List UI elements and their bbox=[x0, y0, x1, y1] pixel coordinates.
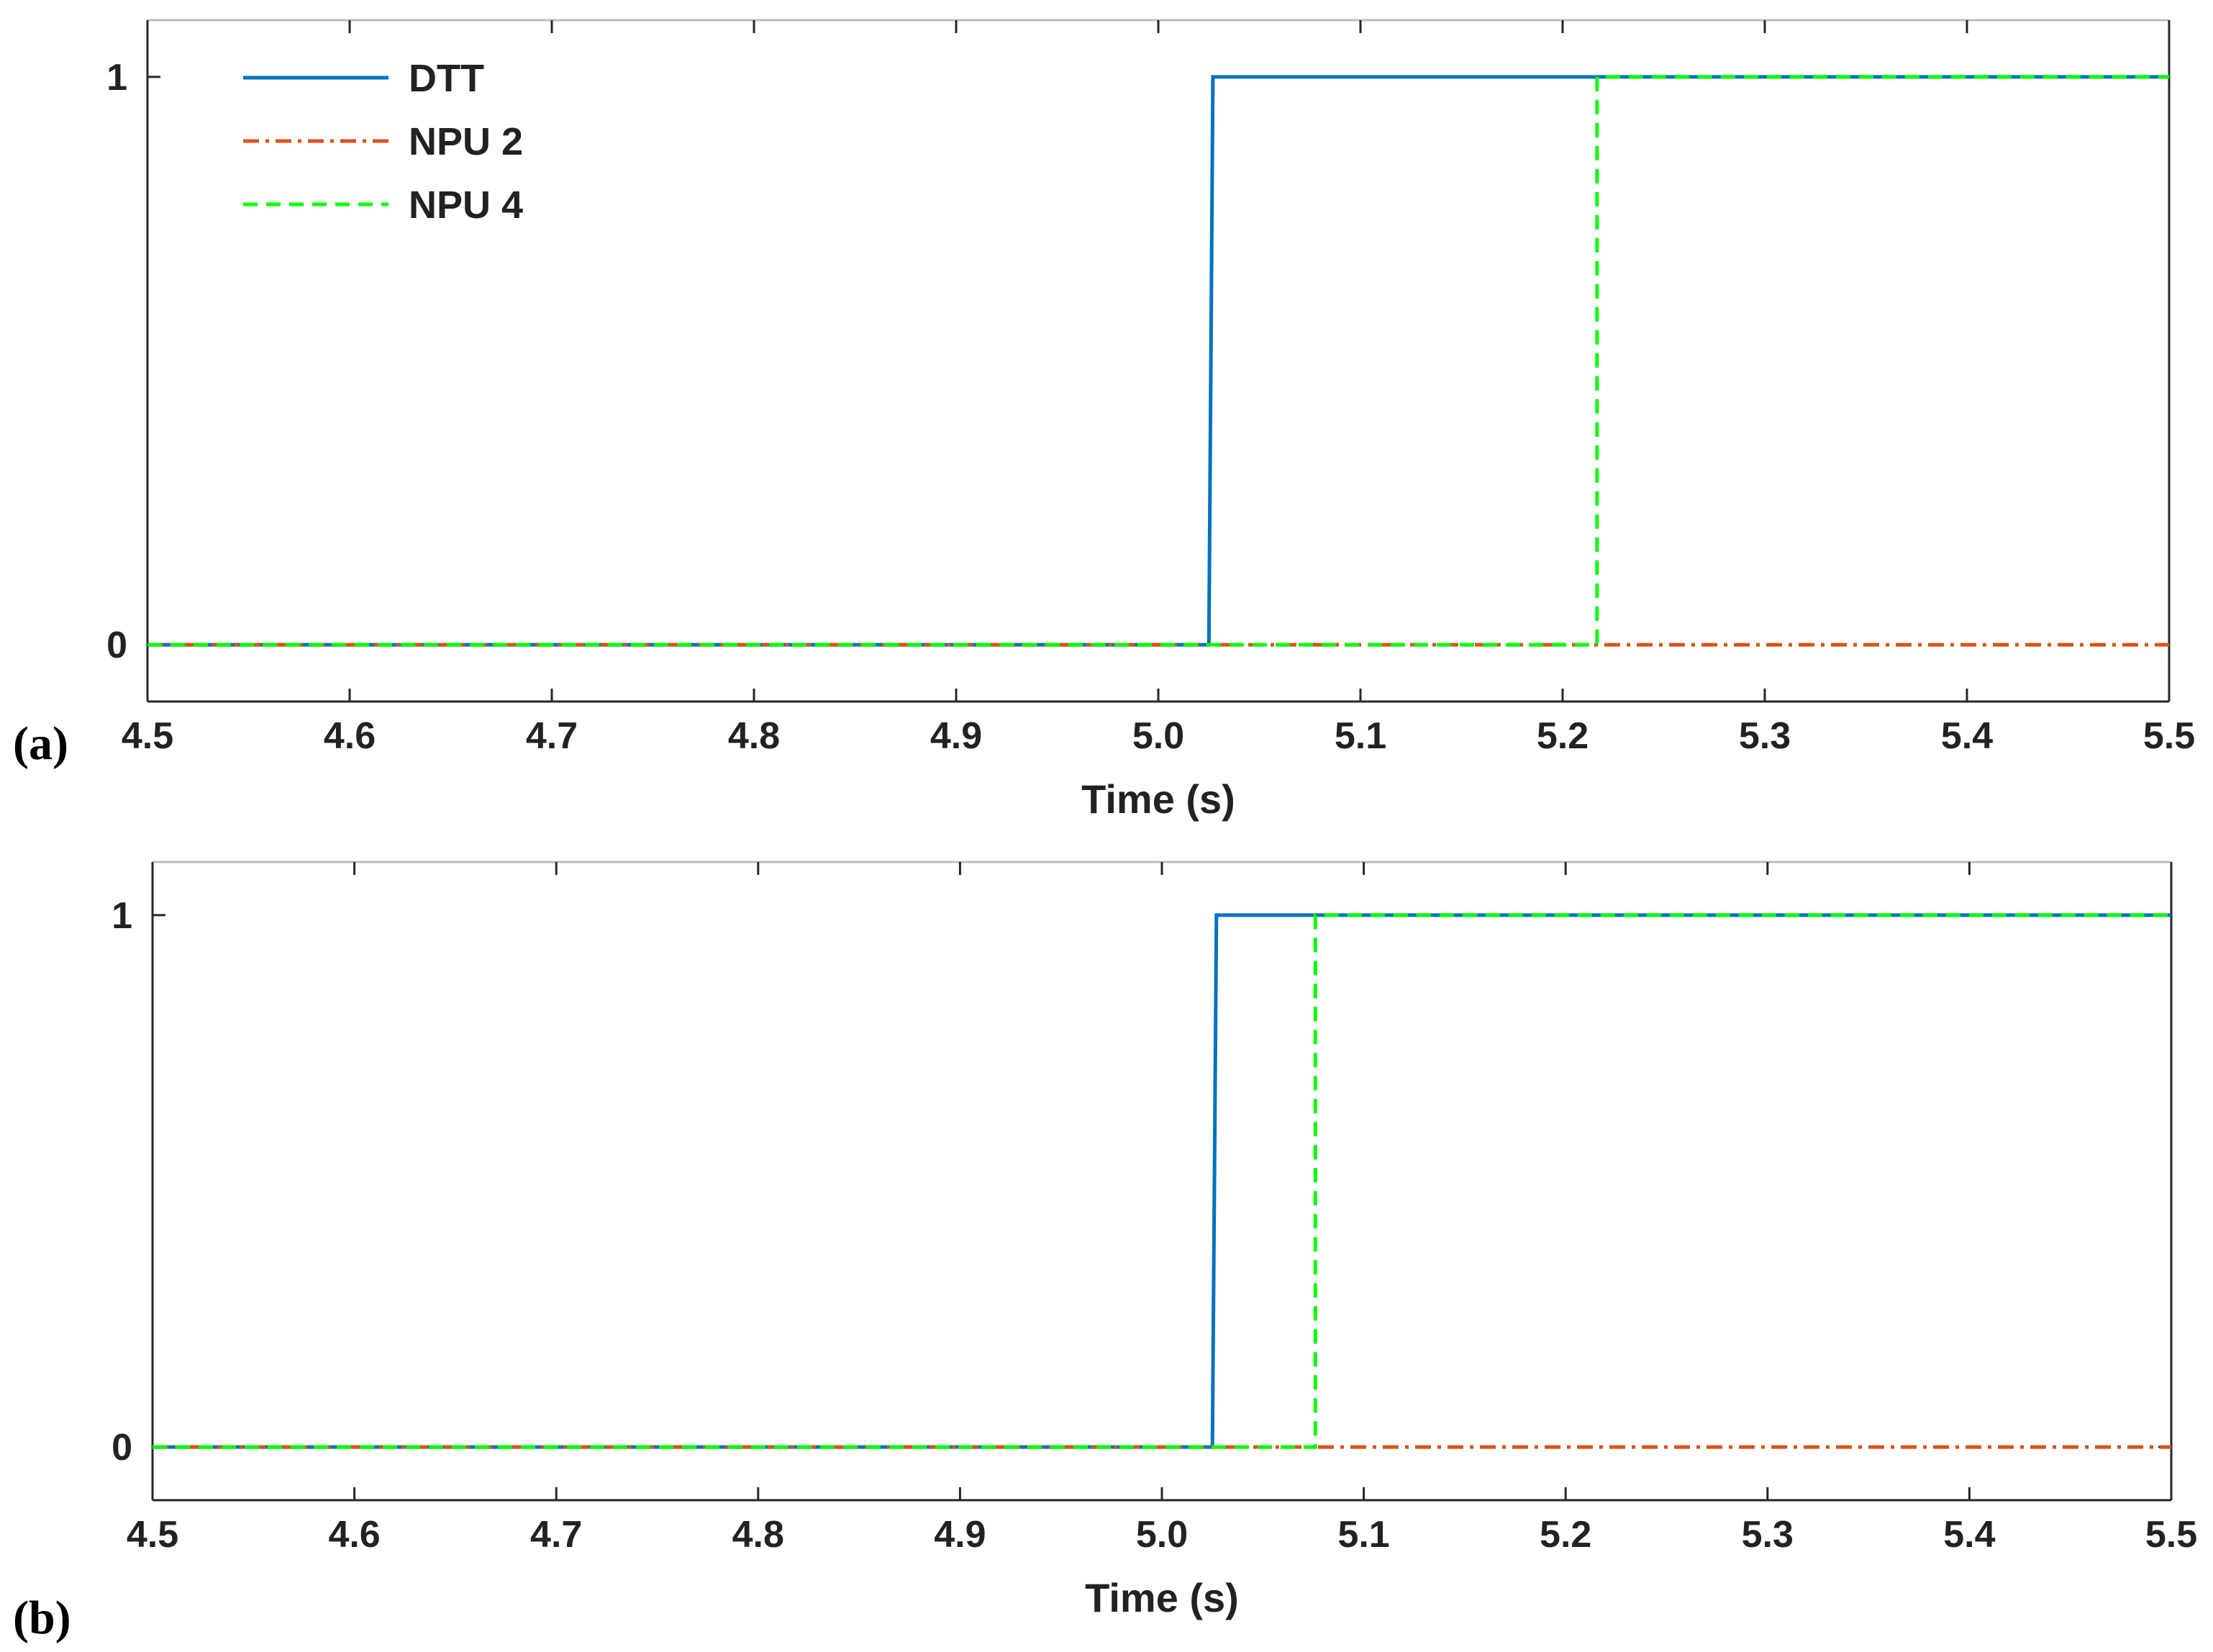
x-tick-label: 5.1 bbox=[1335, 715, 1386, 757]
x-axis-title: Time (s) bbox=[1081, 776, 1235, 822]
x-tick-label: 4.6 bbox=[324, 715, 376, 757]
x-tick-label: 5.5 bbox=[2143, 715, 2195, 757]
x-tick-label: 5.2 bbox=[1537, 715, 1589, 757]
legend-entry-label: DTT bbox=[409, 57, 484, 100]
x-tick-label: 5.4 bbox=[1943, 1514, 1995, 1556]
y-tick-label: 0 bbox=[106, 625, 127, 666]
panel-label: (b) bbox=[13, 1592, 71, 1644]
legend-entry-label: NPU 4 bbox=[409, 183, 523, 227]
x-tick-label: 4.7 bbox=[530, 1514, 582, 1556]
series-line-npu-4 bbox=[153, 913, 2171, 1449]
x-tick-label: 4.9 bbox=[934, 1514, 986, 1556]
x-tick-label: 4.6 bbox=[328, 1514, 380, 1556]
x-tick-label: 4.5 bbox=[127, 1514, 178, 1556]
y-tick-label: 1 bbox=[112, 895, 132, 937]
y-tick-label: 1 bbox=[106, 57, 127, 99]
x-tick-label: 5.3 bbox=[1742, 1514, 1794, 1556]
x-tick-label: 4.8 bbox=[728, 715, 780, 757]
x-tick-label: 4.8 bbox=[732, 1514, 784, 1556]
panel-a: 4.5 4.6 4.7 4.8 4.9 5.0 5.1 5.2 5.3 5.4 5.5 0 1 Time … bbox=[13, 19, 2195, 822]
legend: DTT NPU 2 NPU 4 bbox=[243, 57, 523, 227]
panel-label: (a) bbox=[13, 717, 68, 770]
x-tick-label: 5.5 bbox=[2145, 1514, 2197, 1556]
series-line-npu-4 bbox=[147, 75, 2169, 647]
legend-entry-label: NPU 2 bbox=[409, 120, 523, 163]
x-tick-label: 5.4 bbox=[1941, 715, 1993, 757]
plot-area bbox=[147, 20, 2169, 702]
x-tick-label: 5.1 bbox=[1337, 1514, 1389, 1556]
x-tick-label: 4.9 bbox=[930, 715, 982, 757]
x-tick-label: 5.0 bbox=[1136, 1514, 1188, 1556]
x-tick-label: 4.5 bbox=[122, 715, 173, 757]
x-axis-title: Time (s) bbox=[1085, 1575, 1239, 1620]
plot-area bbox=[153, 862, 2171, 1500]
panel-b: 4.5 4.6 4.7 4.8 4.9 5.0 5.1 5.2 5.3 5.4 5.5 0 1 Time … bbox=[13, 861, 2197, 1644]
x-tick-label: 5.3 bbox=[1739, 715, 1791, 757]
x-tick-label: 5.2 bbox=[1540, 1514, 1591, 1556]
x-tick-label: 4.7 bbox=[526, 715, 578, 757]
x-tick-label: 5.0 bbox=[1132, 715, 1184, 757]
y-tick-label: 0 bbox=[112, 1427, 132, 1469]
